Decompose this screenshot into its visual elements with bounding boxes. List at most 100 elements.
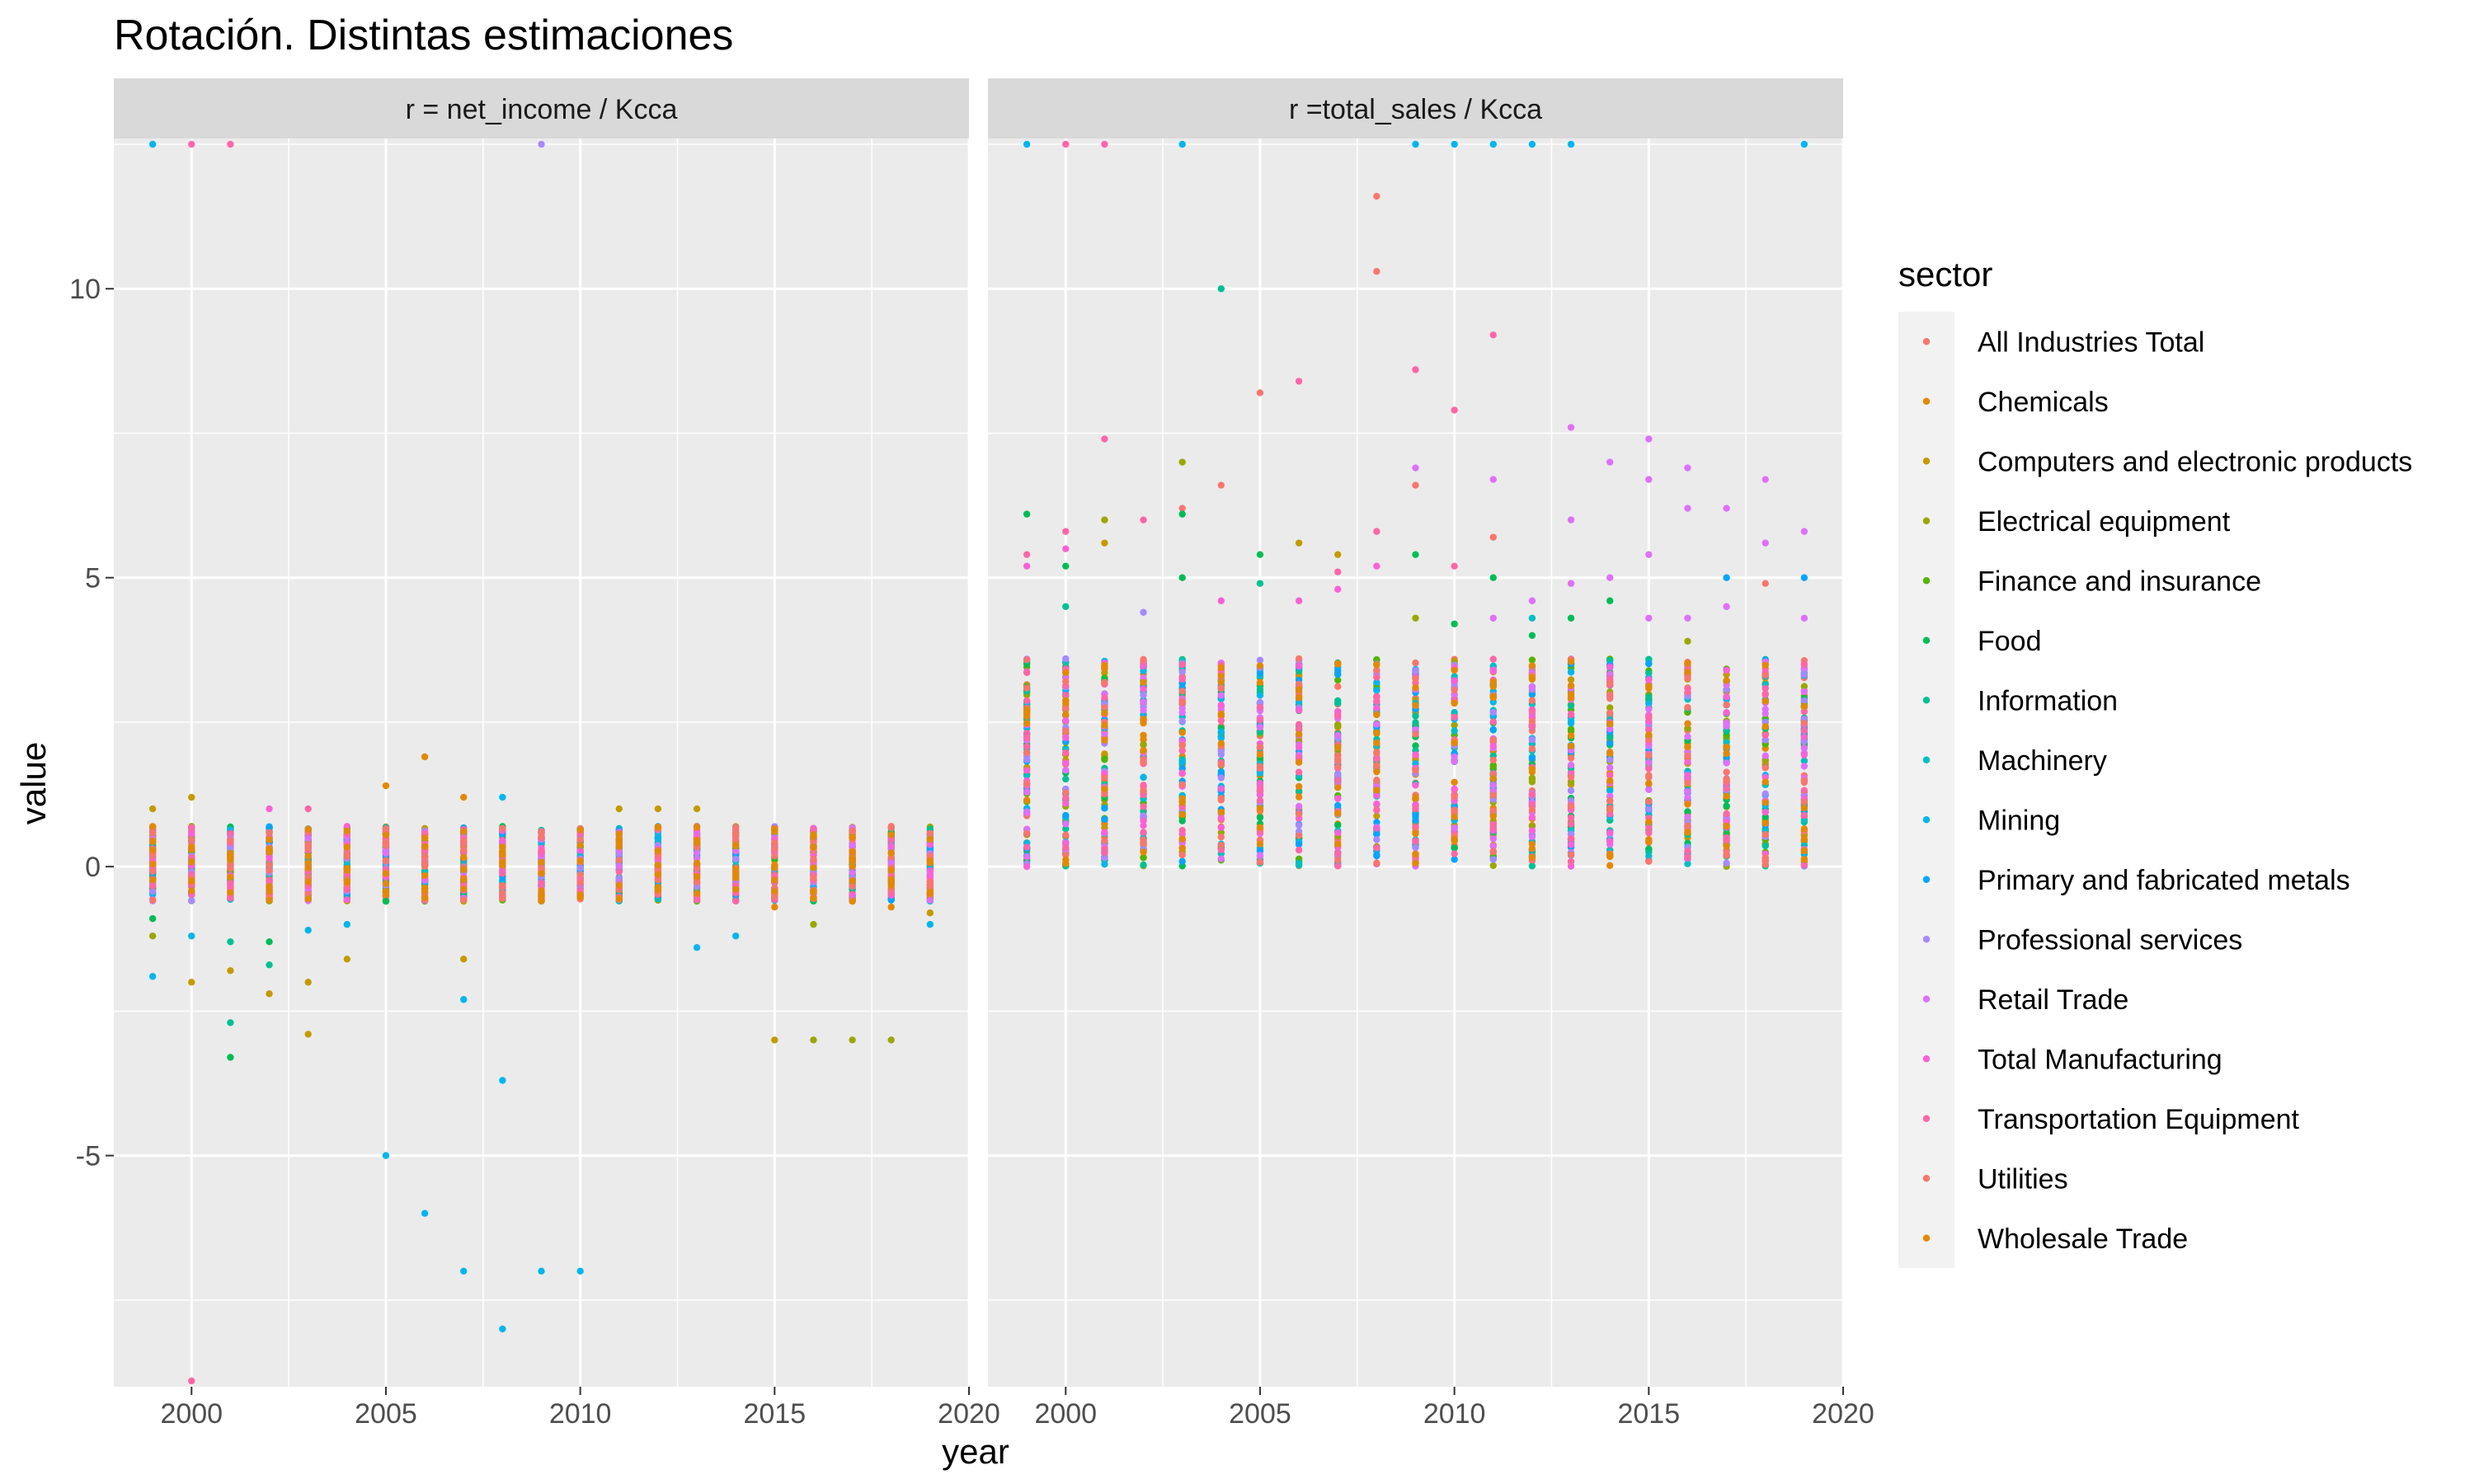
data-point-outlier [1645, 476, 1653, 483]
data-point [382, 831, 390, 838]
data-point [1101, 805, 1108, 812]
data-point [499, 837, 506, 844]
data-point [1723, 822, 1730, 830]
data-point [1528, 827, 1536, 834]
data-point [538, 880, 545, 887]
data-point [304, 852, 312, 860]
data-point-outlier [1412, 140, 1419, 148]
data-point-outlier [382, 898, 390, 905]
data-point-outlier [1023, 140, 1031, 148]
data-point [810, 843, 817, 851]
data-point [693, 864, 701, 872]
data-point [1684, 829, 1691, 836]
data-point [1723, 768, 1730, 776]
legend-key-10 [1922, 876, 1931, 883]
data-point-outlier [304, 1031, 312, 1038]
data-point [1412, 837, 1419, 845]
data-point [1645, 798, 1653, 805]
data-point [926, 896, 934, 904]
data-point [1567, 773, 1575, 781]
data-point-outlier [460, 956, 468, 963]
data-point [188, 897, 195, 904]
data-point [1723, 719, 1730, 726]
data-point [1645, 714, 1653, 721]
data-point [1256, 703, 1264, 711]
data-point [576, 878, 584, 886]
data-point [1567, 787, 1575, 795]
data-point [1528, 662, 1536, 669]
data-point [148, 876, 157, 884]
data-point [1684, 771, 1691, 779]
data-point-outlier [1645, 614, 1653, 622]
data-point-outlier [1645, 435, 1653, 443]
data-point [1528, 765, 1536, 773]
data-point [1101, 774, 1108, 782]
data-point [1101, 679, 1108, 686]
data-point [771, 845, 778, 852]
data-point-outlier [1373, 268, 1380, 275]
data-point [1761, 661, 1769, 669]
data-point [731, 832, 740, 840]
data-point [810, 895, 817, 902]
data-point [810, 874, 817, 882]
data-point [1140, 731, 1147, 740]
data-point [887, 849, 895, 857]
data-point-outlier [343, 921, 351, 928]
data-point [1606, 740, 1614, 747]
data-point [1178, 688, 1186, 695]
data-point [1451, 713, 1458, 721]
data-point-outlier [1489, 140, 1497, 148]
legend-label-12: Retail Trade [1978, 984, 2128, 1016]
data-point [538, 828, 545, 836]
panel-background [114, 139, 969, 1387]
data-point [1528, 853, 1536, 861]
legend-label-13: Total Manufacturing [1978, 1044, 2222, 1075]
data-point [654, 871, 662, 879]
data-point [1723, 802, 1730, 810]
data-point [654, 847, 662, 855]
legend-label-1: All Industries Total [1978, 326, 2204, 358]
data-point [304, 895, 312, 903]
data-point [1140, 747, 1147, 754]
data-point [1723, 743, 1730, 751]
data-point [1295, 662, 1303, 669]
data-point [693, 890, 701, 897]
legend-key-5 [1922, 577, 1931, 585]
data-point [576, 847, 584, 854]
data-point [1062, 716, 1070, 725]
data-point [1256, 858, 1264, 866]
data-point [1606, 763, 1614, 772]
legend-label-3: Computers and electronic products [1978, 446, 2412, 477]
data-point [1295, 810, 1303, 818]
data-point [1373, 806, 1380, 814]
data-point [1489, 683, 1497, 690]
data-point [1101, 694, 1108, 702]
data-point-outlier [227, 967, 234, 974]
data-point [1723, 709, 1730, 716]
data-point [1217, 710, 1225, 718]
data-point [382, 857, 390, 865]
data-point [771, 864, 778, 871]
data-point [1800, 787, 1808, 794]
data-point [1256, 723, 1264, 731]
data-point-outlier [1684, 505, 1691, 512]
data-point-outlier [1178, 140, 1186, 148]
data-point-outlier [1062, 562, 1070, 570]
data-point [1761, 778, 1769, 786]
data-point [188, 887, 195, 895]
data-point [460, 854, 468, 862]
data-point [1178, 851, 1186, 859]
data-point [731, 848, 740, 855]
data-point [1761, 697, 1769, 705]
legend-key-12 [1922, 995, 1931, 1003]
data-point [1451, 778, 1458, 786]
x-tick-label: 2015 [743, 1398, 806, 1430]
data-point [810, 838, 817, 846]
data-point [1645, 693, 1653, 701]
data-point-outlier [1489, 331, 1497, 339]
data-point [304, 825, 312, 833]
data-point [227, 856, 234, 864]
data-point [1373, 859, 1380, 866]
data-point [576, 836, 584, 843]
data-point [1800, 804, 1808, 812]
